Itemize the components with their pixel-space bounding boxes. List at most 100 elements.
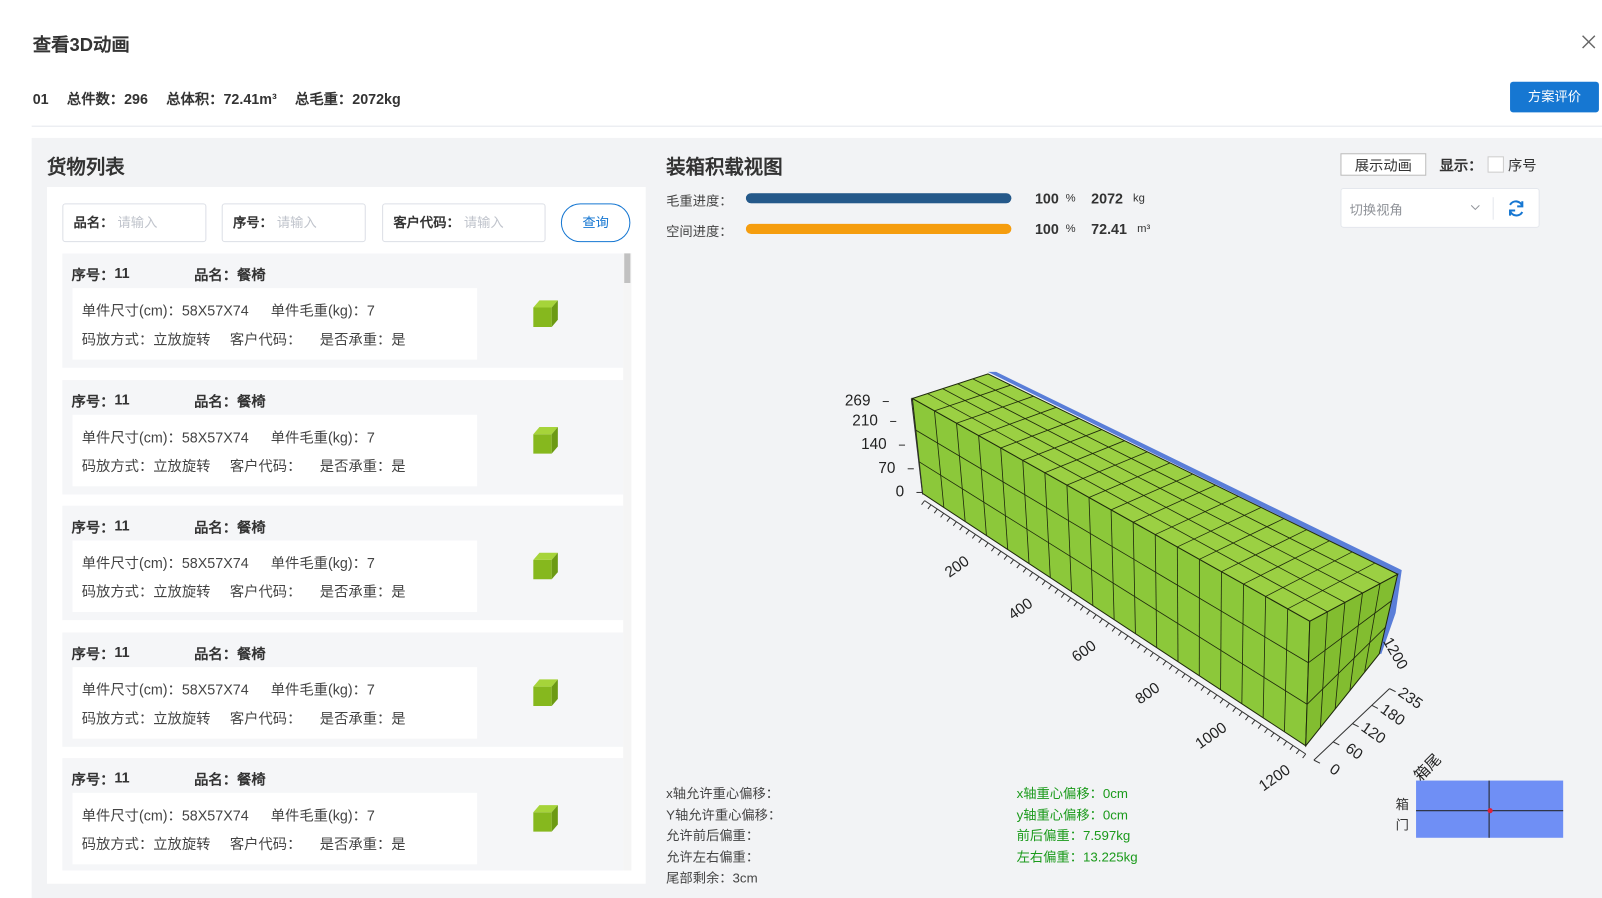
axis-tick-label: 210: [852, 413, 878, 430]
cube-face: [533, 433, 552, 454]
cargo-item[interactable]: 序号： 11 品名： 餐椅 单件尺寸(cm)：58X57X74 单件毛重(kg)：7 码放方…: [62, 379, 624, 494]
cargo-edge: [978, 406, 1057, 436]
cargo-item[interactable]: 序号： 11 品名： 餐椅 单件尺寸(cm)：58X57X74 单件毛重(kg)：7 码放方…: [62, 505, 624, 621]
minor-tick: [1016, 563, 1021, 569]
minor-tick: [1257, 724, 1262, 729]
search-button[interactable]: 查询: [560, 203, 631, 243]
cargo-edge: [1320, 611, 1328, 728]
minor-tick: [946, 517, 951, 522]
minor-tick: [1219, 698, 1224, 704]
axis-tick-label: 800: [1132, 679, 1163, 708]
search-input[interactable]: 客户代码： 请输入: [382, 203, 546, 243]
text: 品名：: [194, 392, 238, 410]
cargo-edge: [934, 384, 1011, 412]
minor-tick: [1003, 555, 1008, 560]
search-input[interactable]: 序号： 请输入: [221, 203, 366, 243]
cube-face: [551, 300, 558, 327]
close-button[interactable]: [1582, 35, 1596, 49]
cargo-edge: [1000, 447, 1009, 550]
minor-tick: [1035, 576, 1040, 582]
cargo-icon: [533, 426, 558, 454]
cargo-item[interactable]: 序号： 11 品名： 餐椅 单件尺寸(cm)：58X57X74 单件毛重(kg)：7 码放方…: [62, 758, 624, 871]
cargo-edge: [1221, 529, 1307, 573]
evaluate-button[interactable]: 方案评价: [1510, 81, 1599, 113]
gravity-point: [1487, 808, 1493, 814]
minor-tick: [1289, 745, 1294, 750]
cargo-item[interactable]: 序号： 11 品名： 餐椅 单件尺寸(cm)：58X57X74 单件毛重(kg)：7 码放方…: [62, 253, 624, 368]
minor-tick: [1200, 686, 1205, 691]
axis-tick: [1332, 741, 1340, 746]
unit: m³: [1137, 222, 1151, 235]
cargo-icon: [533, 805, 558, 832]
minor-tick: [1162, 660, 1167, 666]
cargo-edge: [1364, 583, 1381, 673]
minor-tick: [952, 521, 957, 527]
cube-face: [533, 686, 552, 706]
cargo-icon: [533, 552, 558, 580]
scroll-thumb[interactable]: [624, 253, 631, 284]
text: 是否承重：是: [319, 331, 406, 348]
cargo-edge: [1308, 600, 1392, 664]
minor-tick: [921, 500, 926, 506]
minor-tick: [1283, 741, 1288, 746]
minor-tick: [1092, 614, 1097, 620]
minor-tick: [991, 546, 995, 552]
text: 客户代码：: [229, 583, 302, 600]
cargo-icon: [533, 300, 558, 327]
cargo-edge: [1110, 473, 1193, 511]
progress-amount: 2072: [1091, 190, 1123, 207]
axis-tick: [1389, 688, 1396, 693]
balance-result: y轴重心偏移：0cm: [1016, 806, 1128, 823]
dropdown-arrow: [1470, 204, 1480, 211]
minor-tick: [1105, 622, 1110, 628]
minor-tick: [959, 525, 964, 531]
text: 11: [114, 390, 130, 408]
cargo-edge: [1220, 571, 1222, 690]
cargo-item[interactable]: 序号： 11 品名： 餐椅 单件尺寸(cm)：58X57X74 单件毛重(kg)：7 码放方…: [62, 631, 624, 747]
cargo-edge: [1022, 460, 1030, 564]
minor-tick: [1206, 690, 1211, 696]
text: 单件毛重(kg)：7: [270, 428, 375, 445]
balance-result: x轴重心偏移：0cm: [1016, 785, 1128, 801]
scrollbar: [623, 253, 632, 871]
balance-limit: 允许前后偏重：: [666, 827, 760, 844]
text: 11: [114, 516, 130, 534]
input-placeholder: 请输入: [276, 214, 317, 230]
panel-title: 货物列表: [46, 157, 125, 179]
animate-button[interactable]: 展示动画: [1340, 153, 1427, 176]
minor-tick: [1295, 749, 1300, 755]
cargo-icon: [533, 678, 558, 706]
text: 单件尺寸(cm)：58X57X74: [81, 807, 249, 824]
minor-tick: [1086, 610, 1091, 615]
cargo-edge: [1155, 495, 1239, 535]
text: 是否承重：是: [319, 835, 406, 853]
cargo-edge: [1177, 507, 1262, 548]
divider: [31, 125, 1602, 127]
cube-face: [551, 678, 558, 706]
top-view-map: [1416, 780, 1564, 838]
minor-tick: [978, 538, 983, 544]
cargo-edge: [1000, 418, 1080, 449]
minor-tick: [1245, 715, 1249, 721]
cube-face: [533, 426, 558, 434]
value: 2072kg: [352, 90, 401, 108]
cargo-edge: [1088, 497, 1094, 606]
minor-tick: [1270, 732, 1275, 738]
minor-tick: [971, 534, 976, 539]
text: 单件尺寸(cm)：58X57X74: [81, 302, 249, 319]
axis-tick-label: 180: [1377, 701, 1408, 730]
checkbox-label[interactable]: 序号: [1507, 157, 1537, 174]
input-label: 序号：: [232, 214, 273, 230]
search-input[interactable]: 品名： 请输入: [62, 203, 207, 243]
separator: [1492, 197, 1494, 220]
axis-tick-label: 1200: [1379, 635, 1411, 673]
text: 品名：: [194, 771, 238, 788]
cube-face: [533, 559, 552, 580]
text: 序号：: [71, 266, 115, 284]
select-placeholder: 切换视角: [1349, 202, 1403, 218]
label: 总件数：: [66, 90, 125, 108]
refresh-button[interactable]: [1506, 198, 1526, 218]
view-select[interactable]: 切换视角: [1340, 187, 1540, 228]
checkbox[interactable]: [1487, 156, 1504, 173]
